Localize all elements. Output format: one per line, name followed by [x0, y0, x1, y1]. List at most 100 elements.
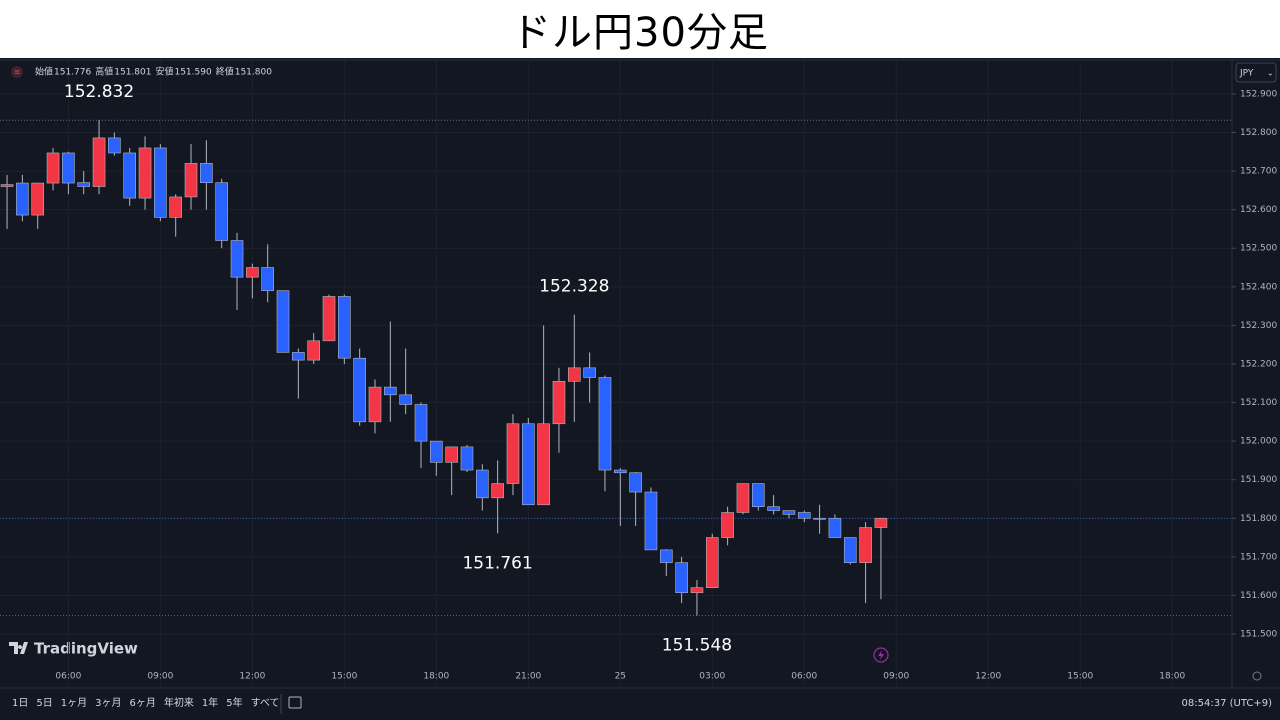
y-tick-label: 152.400 [1240, 282, 1277, 292]
ohlc-label: 高値 [95, 66, 113, 78]
y-tick-label: 152.300 [1240, 321, 1277, 331]
currency-caret: ⌄ [1267, 69, 1274, 78]
range-button[interactable]: 1日 [12, 698, 28, 709]
x-tick-label: 09:00 [883, 672, 909, 682]
candle-body [721, 512, 734, 538]
candle-body [445, 446, 458, 463]
grid-layer [0, 60, 1236, 688]
candle-body [292, 352, 305, 361]
range-button[interactable]: 5年 [226, 696, 242, 709]
x-tick-label: 12:00 [239, 672, 265, 682]
candle-body [613, 469, 627, 474]
x-tick-label: 09:00 [147, 672, 173, 682]
range-button[interactable]: 1年 [202, 696, 218, 709]
plot-background [0, 60, 1232, 688]
candle-body [705, 537, 719, 589]
ohlc-label: 始値 [35, 66, 53, 78]
ohlc-value: 151.801 [114, 68, 151, 78]
x-tick-label: 06:00 [791, 672, 817, 682]
candle-body [491, 483, 504, 499]
x-tick-label: 15:00 [1067, 672, 1093, 682]
candle-body [476, 469, 489, 499]
annotation-label: 151.761 [462, 553, 532, 573]
x-tick-label: 21:00 [515, 672, 541, 682]
y-tick-label: 152.100 [1240, 398, 1277, 408]
ohlc-label: 終値 [216, 66, 234, 78]
logo-text: TradingView [34, 640, 138, 658]
tradingview-app: ≡ JPY ⌄ TradingView 始値 151.776 高値 151.801 安値… [0, 58, 1280, 720]
candle-body [659, 549, 673, 563]
candle-body [430, 440, 443, 463]
candle-body [62, 152, 75, 184]
marks-layer [0, 120, 888, 616]
y-tick-label: 152.900 [1240, 89, 1277, 99]
y-tick-label: 152.000 [1240, 437, 1277, 447]
candle-body [567, 367, 581, 382]
candle-body [123, 152, 137, 199]
candle-body [522, 423, 535, 506]
annotation-label: 152.832 [64, 82, 134, 102]
candle-body [399, 394, 412, 405]
candle-body [690, 587, 704, 594]
range-button[interactable]: 1ヶ月 [61, 697, 87, 709]
symbol-icon[interactable] [11, 66, 23, 78]
candle-body [0, 184, 14, 187]
candle-body [751, 483, 765, 507]
candle-body [384, 386, 397, 396]
range-button[interactable]: 6ヶ月 [130, 697, 156, 709]
candle-body [537, 423, 550, 506]
candle-body [16, 182, 29, 216]
y-tick-label: 151.600 [1240, 591, 1277, 601]
range-button[interactable]: 年初来 [164, 696, 194, 709]
x-tick-label: 03:00 [699, 672, 725, 682]
candle-body [276, 290, 290, 353]
candle-body [338, 296, 351, 359]
candle-body [230, 240, 244, 278]
candle-body [154, 147, 167, 218]
candle-body [215, 182, 228, 241]
ohlc-value: 151.800 [235, 68, 272, 78]
y-tick-label: 151.800 [1240, 514, 1277, 524]
symbol-icon-glyph: ≡ [14, 68, 21, 77]
text-layer: 始値 151.776 高値 151.801 安値 151.590 終値 151.800152.… [12, 66, 1277, 710]
annotation-label: 152.328 [539, 277, 609, 297]
x-tick-label: 25 [615, 672, 626, 682]
candle-body [200, 163, 213, 183]
tradingview-logo[interactable]: TradingView [9, 640, 138, 658]
annotation-label: 151.548 [662, 635, 732, 655]
settings-icon[interactable] [1252, 671, 1262, 681]
logo-mark [9, 642, 28, 654]
candle-body [552, 381, 566, 425]
x-tick-label: 12:00 [975, 672, 1001, 682]
range-button[interactable]: 3ヶ月 [95, 697, 121, 709]
y-tick-label: 151.900 [1240, 475, 1277, 485]
page-title: ドル円30分足 [511, 10, 769, 56]
candle-body [169, 196, 182, 218]
candle-body [782, 510, 796, 515]
candle-body [598, 377, 612, 471]
candle-body [184, 163, 198, 198]
range-button[interactable]: すべて [251, 697, 280, 709]
candle-body [736, 483, 750, 513]
clock: 08:54:37 (UTC+9) [1182, 698, 1273, 709]
candle-body [246, 267, 259, 278]
y-tick-label: 152.500 [1240, 244, 1277, 254]
currency-button[interactable] [1235, 62, 1277, 83]
candle-body [307, 340, 320, 361]
candle-body [108, 137, 121, 154]
candle-body [828, 517, 842, 538]
y-tick-label: 152.700 [1240, 167, 1277, 177]
candle-body [843, 537, 857, 563]
y-tick-label: 152.200 [1240, 359, 1277, 369]
chart: ≡ JPY ⌄ TradingView 始値 151.776 高値 151.801 安値… [0, 59, 1280, 714]
y-tick-label: 152.800 [1240, 128, 1277, 138]
calendar-icon[interactable] [288, 696, 302, 709]
range-button[interactable]: 5日 [36, 698, 52, 709]
ohlc-value: 151.590 [174, 68, 211, 78]
alert-icon[interactable] [873, 647, 889, 663]
candle-body [77, 182, 91, 187]
x-tick-label: 06:00 [55, 672, 81, 682]
candle-body [506, 423, 520, 484]
